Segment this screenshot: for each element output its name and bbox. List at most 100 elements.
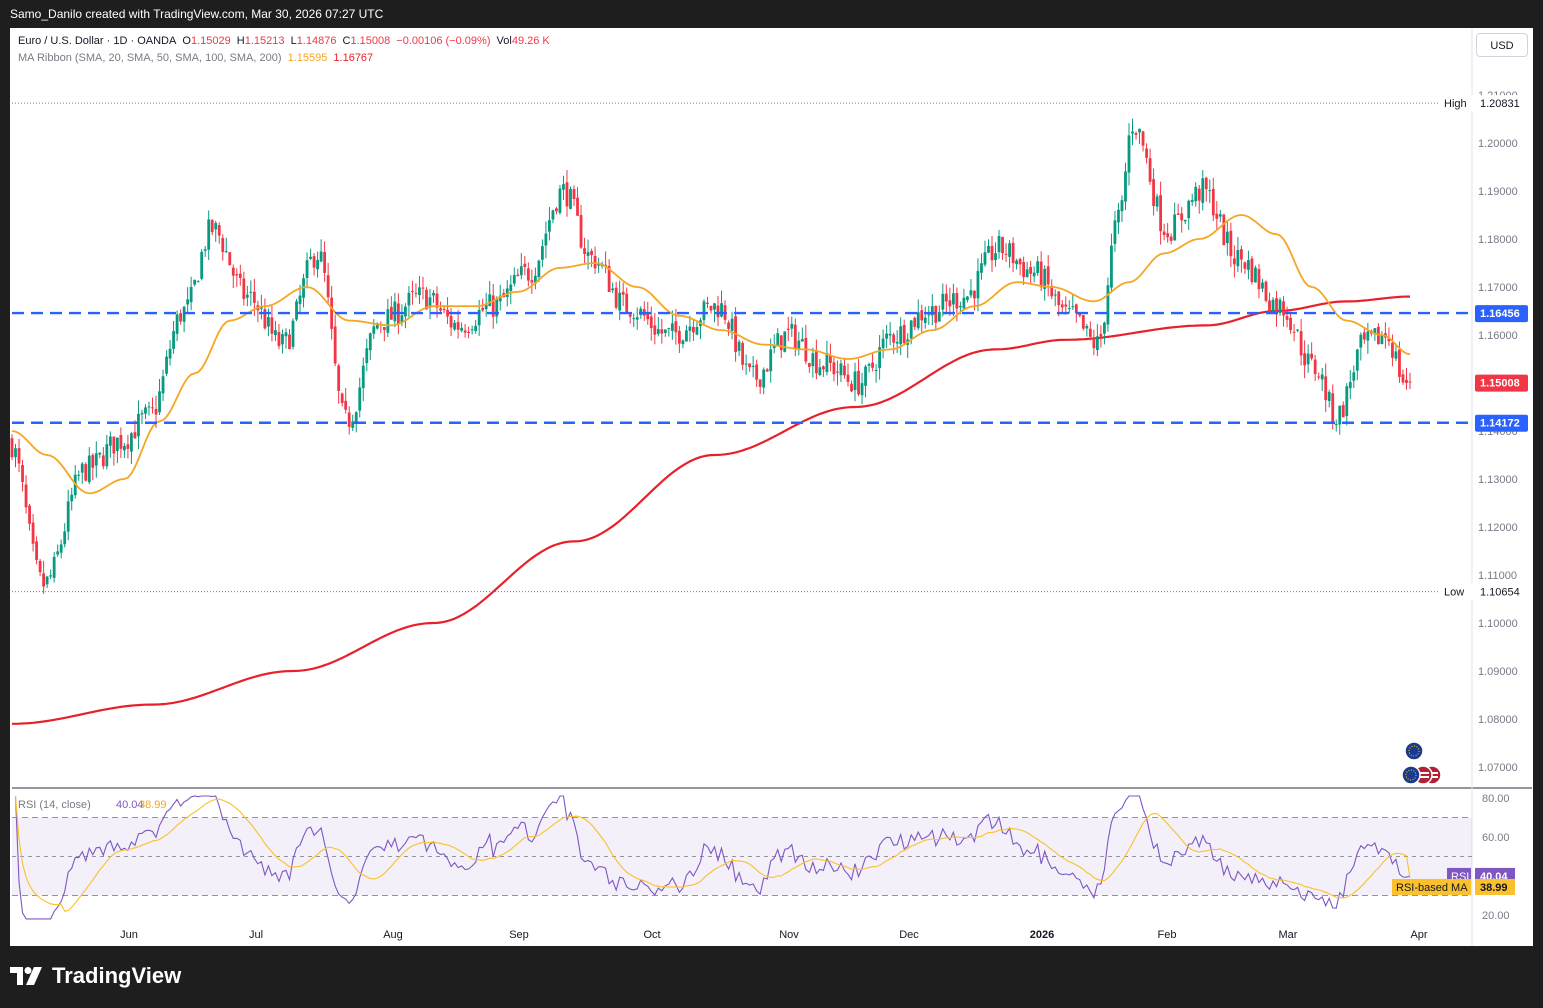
candle-body (572, 188, 576, 199)
flag-stars (1408, 745, 1420, 757)
candle-body (1015, 260, 1018, 265)
open-value: 1.15029 (190, 35, 231, 47)
candle (31, 513, 35, 552)
rsi-tick-label: 80.00 (1482, 793, 1510, 805)
top-attribution-bar: Samo_Danilo created with TradingView.com… (0, 0, 1543, 28)
candle-body (1039, 261, 1043, 288)
candle-body (765, 369, 769, 372)
candle (1004, 243, 1008, 262)
candle-body (1243, 262, 1247, 269)
candle-body (295, 301, 298, 320)
candle (1039, 251, 1043, 292)
candle (1166, 222, 1170, 243)
candle (758, 379, 762, 394)
candle-body (1004, 253, 1008, 255)
candle-body (449, 315, 453, 328)
candle-body (66, 501, 70, 532)
candle (1268, 292, 1271, 314)
candle-body (175, 314, 179, 334)
candle (411, 280, 414, 305)
candle (1341, 401, 1345, 418)
candle (987, 239, 990, 254)
candle (980, 253, 983, 280)
candle-body (1303, 353, 1307, 366)
candle (309, 248, 312, 261)
candle (1366, 322, 1370, 354)
ma-label: MA Ribbon (SMA, 20, SMA, 50, SMA, 100, S… (18, 52, 282, 64)
candle (1173, 202, 1177, 241)
candle-body (1204, 177, 1208, 190)
candle-body (42, 573, 46, 587)
candle-body (604, 264, 608, 266)
candle-body (713, 303, 716, 310)
candle (814, 339, 818, 380)
candle (1285, 306, 1289, 328)
badge-label: Low (1444, 587, 1464, 599)
candle (923, 306, 927, 329)
candle (1264, 280, 1268, 303)
tradingview-logo-icon (10, 967, 42, 986)
candle-body (555, 208, 558, 212)
candle-body (1011, 242, 1015, 264)
candle-body (934, 305, 938, 323)
candle (24, 475, 28, 514)
candle (467, 326, 471, 339)
candle (463, 324, 467, 338)
candle (1401, 369, 1405, 385)
candle-body (1247, 260, 1250, 270)
rsi-ma-badge-name-bg (1392, 878, 1471, 895)
candle-body (316, 259, 319, 270)
candle (77, 470, 81, 481)
candle (168, 339, 172, 366)
candle-body (829, 355, 832, 363)
candle-body (677, 330, 681, 344)
candle (944, 284, 948, 313)
candle (1222, 213, 1226, 246)
candle (839, 359, 843, 382)
candle (558, 184, 562, 215)
candle-body (158, 391, 161, 413)
candle (699, 317, 702, 340)
candle-body (544, 233, 548, 246)
chart-panel[interactable] (10, 28, 1533, 946)
candle-body (902, 325, 906, 344)
candle (583, 237, 586, 264)
candle-body (1261, 282, 1264, 289)
candle-body (649, 316, 653, 329)
candle-body (1208, 190, 1212, 192)
candle-body (207, 219, 211, 250)
candle (706, 296, 709, 309)
candle (857, 359, 860, 397)
candle-body (14, 448, 17, 458)
candle (284, 328, 288, 349)
candle (1243, 261, 1247, 275)
candle-body (1211, 188, 1215, 216)
candle-body (495, 299, 499, 317)
currency-button[interactable]: USD (1476, 33, 1528, 57)
candle-body (579, 215, 583, 248)
candle (832, 357, 836, 382)
candle (1106, 277, 1110, 332)
candle (94, 441, 98, 478)
open-label: O (182, 35, 191, 47)
candle-body (477, 309, 481, 326)
candle (1208, 179, 1212, 204)
candle-body (481, 307, 485, 311)
candle (1348, 369, 1352, 400)
candle (45, 575, 49, 588)
candle (1303, 340, 1307, 379)
candle (751, 356, 755, 378)
flag-icons (1401, 741, 1442, 785)
candle-body (937, 311, 941, 322)
candle (804, 324, 808, 365)
candle-body (614, 287, 618, 308)
candle (1324, 363, 1328, 413)
candle-body (52, 556, 56, 578)
rsi-ma-badge-value: 38.99 (1480, 882, 1508, 894)
candle-body (1071, 306, 1075, 308)
candle-body (846, 374, 850, 382)
candle (1029, 260, 1033, 284)
candle-body (632, 318, 636, 320)
candle-body (101, 455, 105, 467)
